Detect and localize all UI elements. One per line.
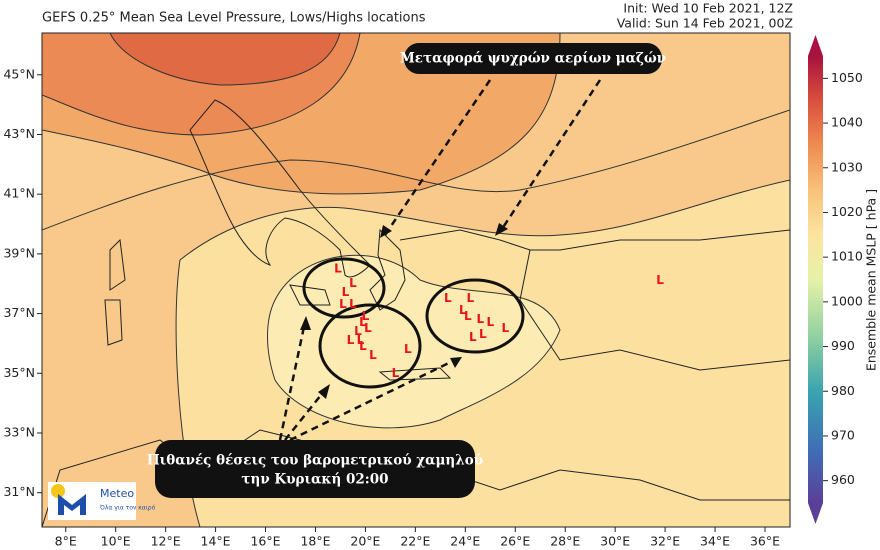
low-marker: L — [459, 303, 467, 317]
y-tick-label: 37°N — [3, 305, 35, 320]
colorbar-scale — [808, 56, 823, 503]
x-tick-label: 10°E — [101, 534, 131, 549]
colorbar-tick-label: 1050 — [831, 70, 863, 85]
x-tick-label: 36°E — [750, 534, 780, 549]
low-marker: L — [476, 312, 484, 326]
low-marker: L — [479, 327, 487, 341]
annotation-circles — [302, 257, 525, 389]
field-1040 — [110, 33, 340, 85]
low-marker: L — [359, 339, 367, 353]
colorbar-tick-label: 980 — [831, 383, 855, 398]
y-tick-label: 45°N — [3, 66, 35, 81]
low-marker: L — [349, 276, 357, 290]
logo-tagline: Όλα για τον καιρό — [99, 505, 156, 512]
low-marker: L — [334, 261, 342, 275]
low-marker: L — [369, 348, 377, 362]
x-tick-label: 22°E — [400, 534, 430, 549]
low-marker: L — [486, 315, 494, 329]
valid-time: Valid: Sun 14 Feb 2021, 00Z — [617, 16, 793, 31]
low-marker: L — [342, 285, 350, 299]
x-tick-label: 16°E — [250, 534, 280, 549]
x-tick-label: 32°E — [650, 534, 680, 549]
annotation-low: την Κυριακή 02:00 — [241, 472, 388, 488]
colorbar-tick-label: 1010 — [831, 249, 863, 264]
x-tick-label: 14°E — [201, 534, 231, 549]
annotation-low: Πιθανές θέσεις του βαρομετρικού χαμηλού — [147, 453, 483, 469]
x-tick-label: 20°E — [350, 534, 380, 549]
y-tick-label: 33°N — [3, 424, 35, 439]
field-1010 — [267, 255, 560, 428]
y-tick-label: 35°N — [3, 365, 35, 380]
init-time: Init: Wed 10 Feb 2021, 12Z — [623, 1, 793, 16]
arrows — [278, 79, 602, 442]
low-marker: L — [362, 309, 370, 323]
colorbar-tick-label: 1020 — [831, 204, 863, 219]
title: GEFS 0.25° Mean Sea Level Pressure, Lows… — [42, 11, 426, 26]
low-marker: L — [501, 321, 509, 335]
low-marker: L — [339, 297, 347, 311]
logo-mark — [58, 494, 86, 515]
low-marker: L — [359, 315, 367, 329]
colorbar-tick-label: 1030 — [831, 159, 863, 174]
low-marker: L — [404, 342, 412, 356]
colorbar-tick-label: 960 — [831, 472, 855, 487]
low-marker: L — [444, 291, 452, 305]
annotation-box — [404, 43, 662, 74]
logo-sun — [51, 484, 65, 498]
x-tick-label: 28°E — [550, 534, 580, 549]
low-marker: L — [349, 297, 357, 311]
colorbar: 960 970 980 990 1000 1010 1020 1030 1040 1050 — [808, 35, 863, 524]
low-marker: L — [469, 330, 477, 344]
annotation-box — [155, 440, 475, 498]
y-tick-label: 41°N — [3, 186, 35, 201]
low-marker: L — [656, 273, 664, 287]
x-tick-label: 18°E — [300, 534, 330, 549]
low-marker: L — [347, 333, 355, 347]
annotation-cold-air: Μεταφορά ψυχρών αερίων μαζών — [400, 51, 666, 67]
map-frame — [41, 32, 791, 528]
x-tick-label: 24°E — [450, 534, 480, 549]
x-tick-label: 8°E — [55, 534, 77, 549]
low-marker: L — [466, 291, 474, 305]
x-tick-label: 30°E — [600, 534, 630, 549]
y-tick-label: 43°N — [3, 126, 35, 141]
logo-name: Meteo — [100, 487, 134, 500]
colorbar-tick-label: 1000 — [831, 293, 863, 308]
low-marker: L — [364, 321, 372, 335]
y-tick-label: 39°N — [3, 245, 35, 260]
colorbar-label: Ensemble mean MSLP [ hPa ] — [864, 189, 879, 371]
y-tick-label: 31°N — [3, 484, 35, 499]
low-marker: L — [392, 366, 400, 380]
colorbar-tick-label: 970 — [831, 427, 855, 442]
x-tick-label: 12°E — [151, 534, 181, 549]
low-marker: L — [354, 324, 362, 338]
low-marker: L — [357, 333, 365, 347]
x-tick-label: 26°E — [500, 534, 530, 549]
x-tick-label: 34°E — [700, 534, 730, 549]
low-marker: L — [464, 309, 472, 323]
colorbar-tick-label: 990 — [831, 338, 855, 353]
colorbar-tick-label: 1040 — [831, 115, 863, 130]
